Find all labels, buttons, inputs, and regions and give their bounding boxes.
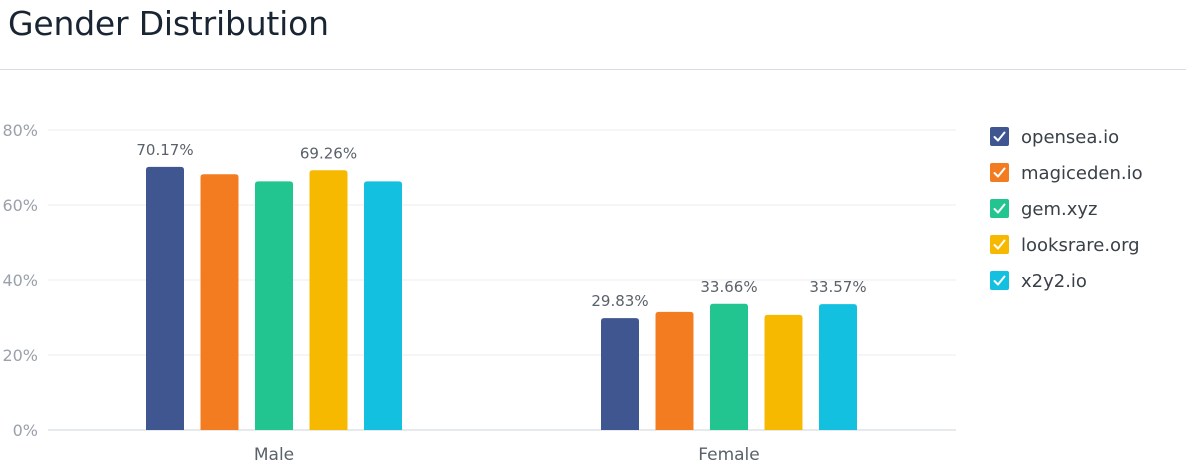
check-icon (993, 275, 1006, 286)
legend-label[interactable]: opensea.io (1021, 127, 1119, 148)
x-category-label: Male (254, 445, 294, 465)
legend-label[interactable]: looksrare.org (1021, 235, 1140, 256)
legend-label[interactable]: gem.xyz (1021, 199, 1098, 220)
y-tick-label: 20% (2, 346, 38, 365)
bar[interactable] (601, 318, 639, 430)
legend-swatch[interactable] (990, 199, 1009, 218)
title-divider (0, 69, 1186, 70)
legend-swatch[interactable] (990, 235, 1009, 254)
bar[interactable] (309, 170, 348, 430)
check-icon (993, 203, 1006, 214)
bar[interactable] (655, 311, 694, 430)
bar[interactable] (146, 166, 184, 431)
legend-swatch[interactable] (990, 127, 1009, 146)
bar[interactable] (764, 314, 803, 430)
y-tick-label: 60% (2, 196, 38, 215)
y-tick-label: 40% (2, 271, 38, 290)
x-category-label: Female (698, 445, 759, 465)
check-icon (993, 167, 1006, 178)
bar[interactable] (710, 303, 748, 430)
data-label: 29.83% (591, 292, 648, 310)
check-icon (993, 131, 1006, 142)
legend-swatch[interactable] (990, 163, 1009, 182)
y-tick-label: 80% (2, 121, 38, 140)
page-title: Gender Distribution (8, 4, 329, 43)
bar[interactable] (255, 181, 293, 430)
data-label: 69.26% (300, 144, 357, 162)
y-tick-label: 0% (13, 421, 38, 440)
check-icon (993, 239, 1006, 250)
legend-label[interactable]: x2y2.io (1021, 271, 1087, 292)
data-label: 70.17% (136, 141, 193, 159)
data-label: 33.57% (809, 278, 866, 296)
legend-label[interactable]: magiceden.io (1021, 163, 1143, 184)
legend-swatch[interactable] (990, 271, 1009, 290)
bar[interactable] (200, 174, 239, 430)
data-label: 33.66% (700, 278, 757, 296)
bar[interactable] (364, 181, 402, 430)
bar[interactable] (819, 304, 857, 430)
